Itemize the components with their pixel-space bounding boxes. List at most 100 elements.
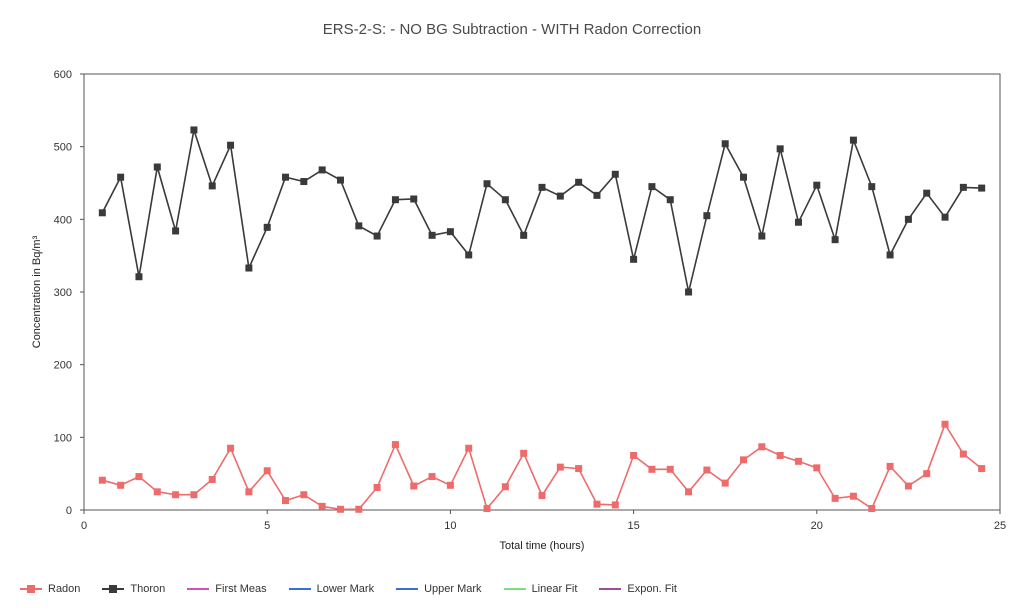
- thoron-point: [245, 264, 253, 272]
- legend-label: Lower Mark: [316, 583, 375, 595]
- radon-point: [410, 482, 418, 490]
- legend-label: Expon. Fit: [627, 583, 677, 595]
- x-tick-label: 25: [994, 520, 1006, 532]
- thoron-point: [391, 196, 399, 204]
- legend-item-lower-mark: Lower Mark: [288, 583, 375, 595]
- radon-point: [135, 473, 143, 481]
- radon-point: [465, 444, 473, 452]
- x-axis: 0 5 10 15 20 25: [81, 510, 1006, 532]
- radon-point: [740, 456, 748, 464]
- legend-swatch-lower-mark: [288, 584, 311, 594]
- radon-point: [923, 470, 931, 478]
- radon-point: [501, 483, 509, 491]
- series-layer: [98, 126, 986, 513]
- radon-point: [446, 481, 454, 489]
- legend-item-radon: Radon: [20, 583, 80, 595]
- legend-label: Thoron: [130, 583, 166, 595]
- radon-point: [666, 465, 674, 473]
- thoron-point: [630, 255, 638, 263]
- radon-point: [227, 444, 235, 452]
- thoron-point: [941, 213, 949, 221]
- thoron-point: [135, 273, 143, 281]
- radon-point: [941, 420, 949, 428]
- x-axis-title: Total time (hours): [500, 540, 585, 552]
- thoron-point: [813, 181, 821, 189]
- radon-point: [868, 505, 876, 513]
- y-tick-label: 200: [54, 360, 72, 372]
- radon-point: [428, 473, 436, 481]
- thoron-point: [685, 288, 693, 296]
- thoron-point: [172, 227, 180, 235]
- thoron-point: [428, 231, 436, 239]
- radon-point: [336, 505, 344, 513]
- radon-point: [813, 464, 821, 472]
- radon-point: [611, 501, 619, 509]
- radon-point: [831, 494, 839, 502]
- radon-point: [483, 505, 491, 513]
- y-tick-label: 600: [54, 69, 72, 81]
- legend-swatch-radon: [20, 584, 42, 594]
- legend-swatch-first-meas: [187, 584, 210, 594]
- thoron-point: [611, 170, 619, 178]
- thoron-point: [923, 189, 931, 197]
- x-tick-label: 15: [627, 520, 639, 532]
- x-tick-label: 10: [444, 520, 456, 532]
- legend-swatch-upper-mark: [396, 584, 419, 594]
- radon-point: [153, 488, 161, 496]
- chart-title: ERS-2-S: - NO BG Subtraction - WITH Rado…: [322, 21, 702, 38]
- thoron-point: [666, 196, 674, 204]
- y-tick-label: 0: [66, 505, 72, 517]
- radon-point: [245, 488, 253, 496]
- radon-point: [520, 449, 528, 457]
- x-tick-label: 20: [811, 520, 823, 532]
- thoron-point: [300, 178, 308, 186]
- thoron-point: [465, 251, 473, 259]
- radon-point: [685, 488, 693, 496]
- y-axis: 0 100 200 300 400 500 600: [54, 69, 84, 517]
- radon-point: [904, 482, 912, 490]
- radon-point: [703, 466, 711, 474]
- radon-point: [630, 452, 638, 459]
- radon-point: [575, 465, 583, 473]
- thoron-point: [153, 163, 161, 171]
- thoron-point: [556, 192, 564, 200]
- y-tick-label: 500: [54, 142, 72, 154]
- thoron-point: [520, 231, 528, 239]
- radon-point: [648, 465, 656, 473]
- radon-point: [355, 505, 363, 513]
- radon-point: [538, 491, 546, 499]
- radon-point: [758, 443, 766, 451]
- thoron-point: [373, 232, 381, 240]
- legend-item-thoron: Thoron: [102, 583, 165, 595]
- radon-point: [263, 467, 271, 475]
- thoron-point: [208, 182, 216, 190]
- legend-label: First Meas: [215, 583, 267, 595]
- thoron-point: [758, 232, 766, 240]
- thoron-point: [776, 145, 784, 153]
- thoron-point: [978, 184, 986, 192]
- y-tick-label: 400: [54, 214, 72, 226]
- radon-point: [391, 441, 399, 449]
- thoron-point: [740, 173, 748, 181]
- plot-frame: [83, 73, 1001, 511]
- thoron-point: [538, 183, 546, 191]
- radon-point: [886, 462, 894, 470]
- thoron-point: [501, 196, 509, 204]
- thoron-point: [794, 218, 802, 226]
- thoron-point: [410, 195, 418, 203]
- thoron-point: [648, 183, 656, 191]
- radon-point: [172, 491, 180, 499]
- thoron-point: [227, 141, 235, 149]
- legend-item-linear-fit: Linear Fit: [503, 583, 577, 595]
- thoron-point: [117, 173, 125, 181]
- legend-swatch-expon-fit: [599, 584, 622, 594]
- y-axis-title: Concentration in Bq/m³: [31, 235, 43, 348]
- legend-swatch-thoron: [102, 584, 125, 594]
- radon-point: [190, 491, 198, 499]
- legend-label: Upper Mark: [424, 583, 482, 595]
- legend-item-first-meas: First Meas: [187, 583, 267, 595]
- legend-label: Radon: [48, 583, 81, 595]
- thoron-point: [904, 215, 912, 223]
- radon-point: [98, 476, 106, 484]
- radon-point: [373, 483, 381, 491]
